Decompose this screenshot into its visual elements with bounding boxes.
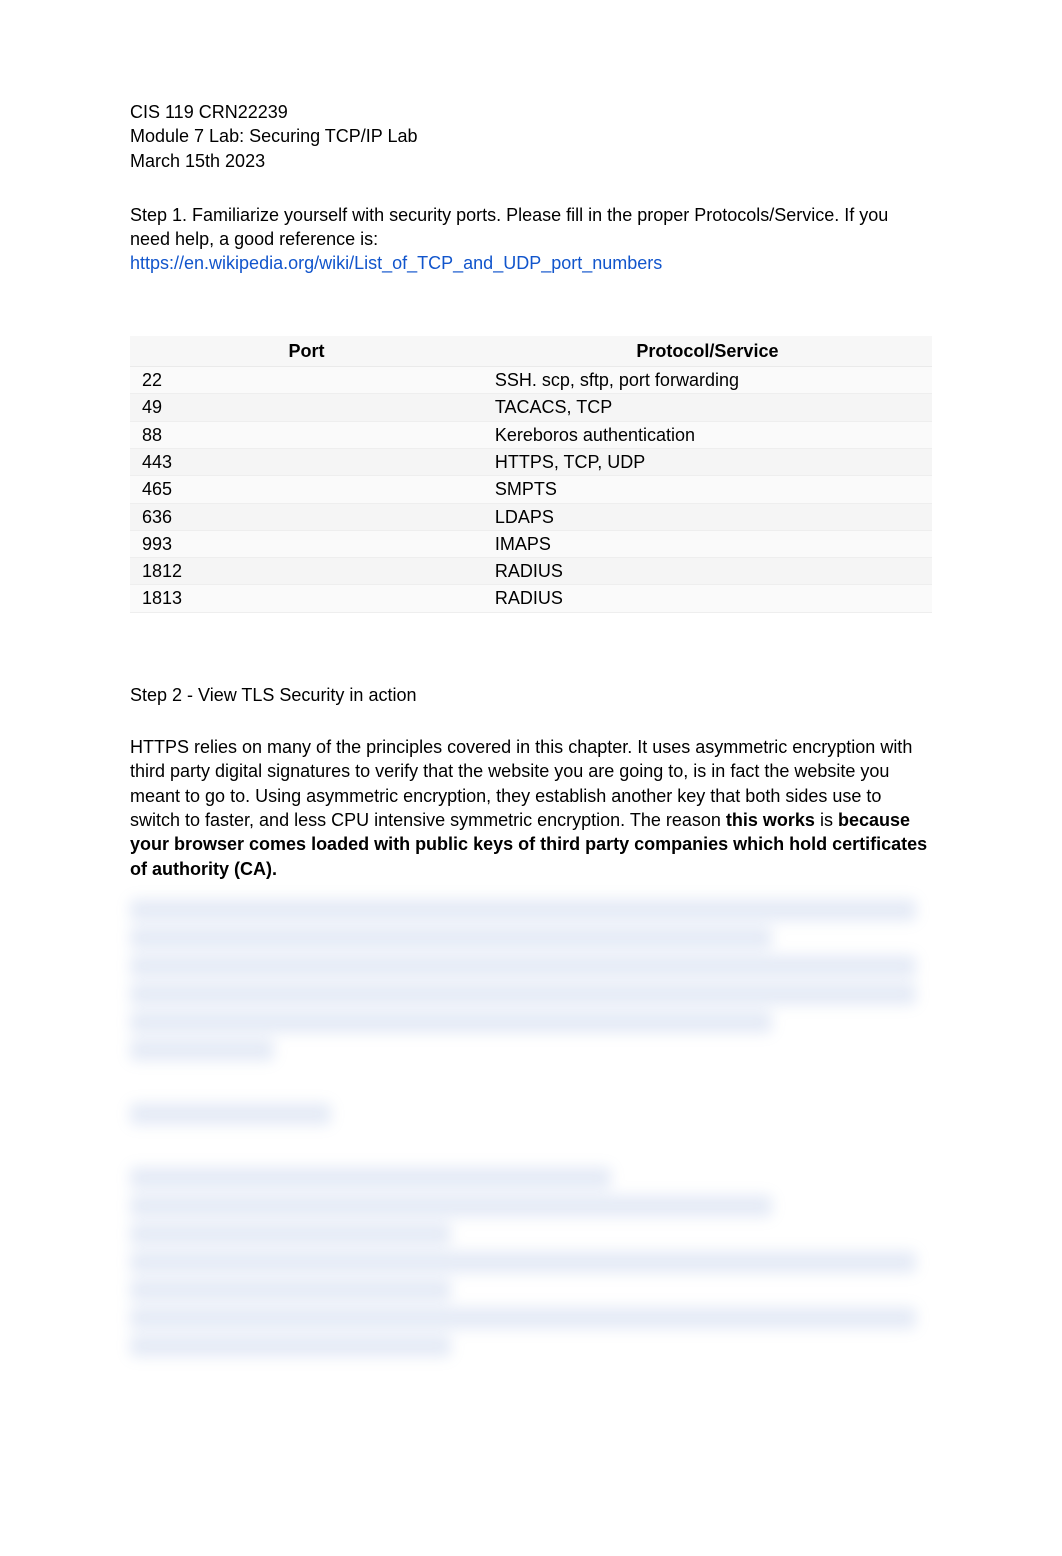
doc-date: March 15th 2023 [130,149,932,173]
table-row: 993IMAPS [130,530,932,557]
table-row: 22SSH. scp, sftp, port forwarding [130,367,932,394]
cell-protocol: RADIUS [483,558,932,585]
step2-title: Step 2 - View TLS Security in action [130,683,932,707]
step2-paragraph: HTTPS relies on many of the principles c… [130,735,932,881]
table-row: 1813RADIUS [130,585,932,612]
table-header-row: Port Protocol/Service [130,336,932,367]
cell-protocol: IMAPS [483,530,932,557]
step1-intro: Step 1. Familiarize yourself with securi… [130,205,888,249]
cell-protocol: SMPTS [483,476,932,503]
step2-section: Step 2 - View TLS Security in action HTT… [130,683,932,1357]
step2-bold1: this works [726,810,815,830]
reference-link[interactable]: https://en.wikipedia.org/wiki/List_of_TC… [130,253,662,273]
cell-protocol: RADIUS [483,585,932,612]
table-row: 49TACACS, TCP [130,394,932,421]
cell-port: 1813 [130,585,483,612]
table-row: 465SMPTS [130,476,932,503]
cell-port: 443 [130,448,483,475]
table-row: 636LDAPS [130,503,932,530]
th-port: Port [130,336,483,367]
cell-port: 636 [130,503,483,530]
ports-table-wrapper: Port Protocol/Service 22SSH. scp, sftp, … [130,336,932,613]
cell-protocol: SSH. scp, sftp, port forwarding [483,367,932,394]
step1-section: Step 1. Familiarize yourself with securi… [130,203,932,276]
cell-port: 22 [130,367,483,394]
cell-port: 465 [130,476,483,503]
cell-port: 993 [130,530,483,557]
cell-protocol: LDAPS [483,503,932,530]
module-title: Module 7 Lab: Securing TCP/IP Lab [130,124,932,148]
doc-header: CIS 119 CRN22239 Module 7 Lab: Securing … [130,100,932,173]
cell-protocol: TACACS, TCP [483,394,932,421]
cell-protocol: HTTPS, TCP, UDP [483,448,932,475]
th-protocol: Protocol/Service [483,336,932,367]
table-row: 1812RADIUS [130,558,932,585]
table-row: 443HTTPS, TCP, UDP [130,448,932,475]
cell-port: 88 [130,421,483,448]
ports-table: Port Protocol/Service 22SSH. scp, sftp, … [130,336,932,613]
step2-text-mid: is [815,810,838,830]
cell-port: 49 [130,394,483,421]
cell-port: 1812 [130,558,483,585]
blurred-preview [130,899,932,1357]
cell-protocol: Kereboros authentication [483,421,932,448]
course-code: CIS 119 CRN22239 [130,100,932,124]
table-row: 88Kereboros authentication [130,421,932,448]
